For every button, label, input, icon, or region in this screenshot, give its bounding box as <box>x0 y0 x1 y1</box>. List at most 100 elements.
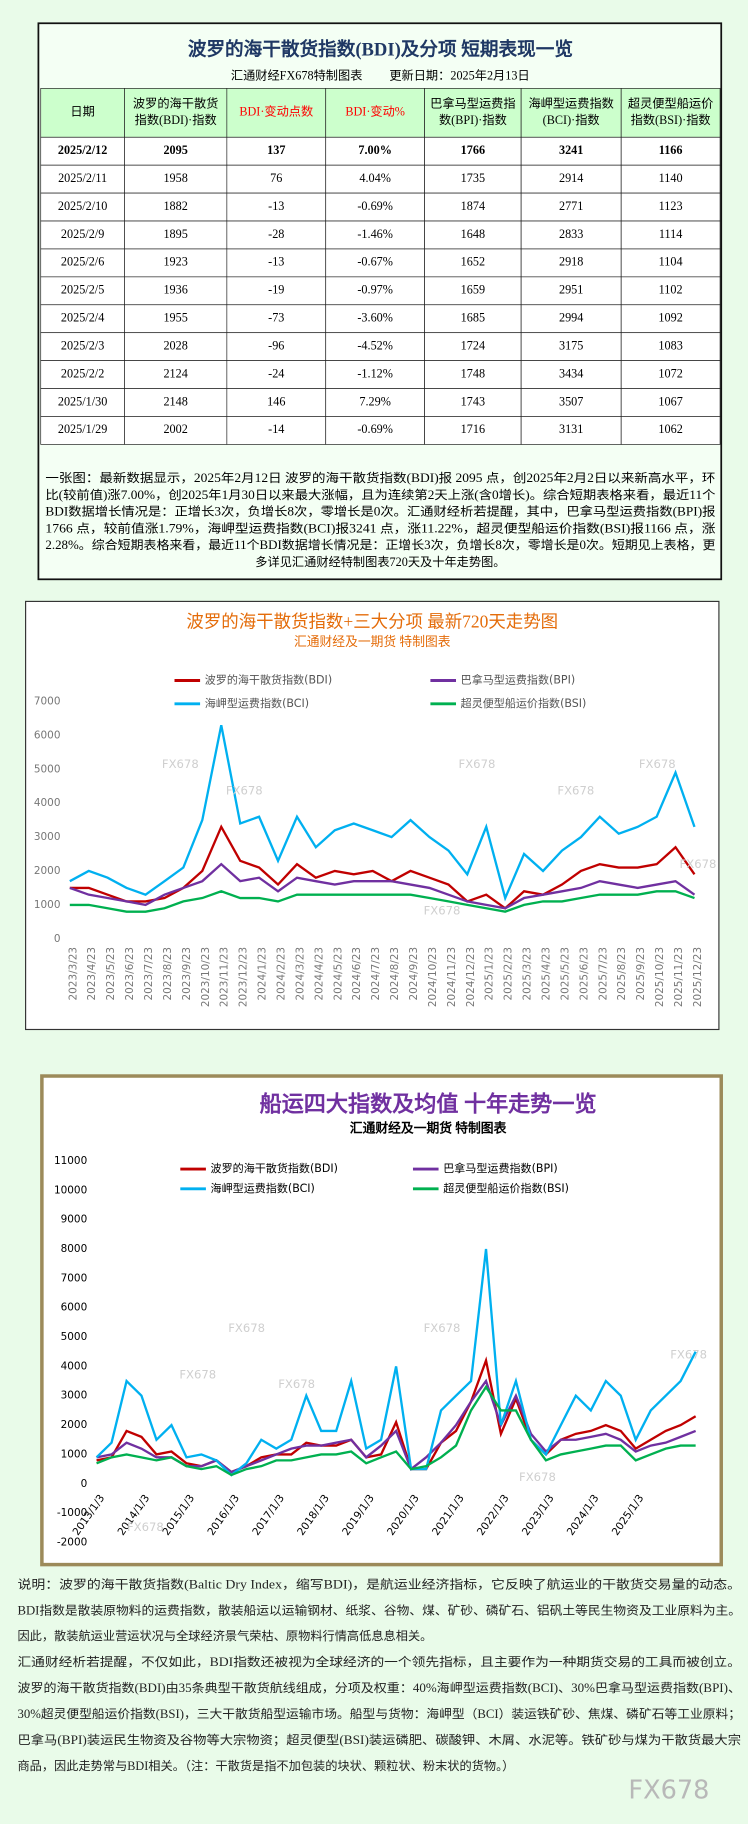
cell-text: 2028 <box>163 338 187 352</box>
table-cell <box>226 248 327 278</box>
x-tick-label: 2025/10/23 <box>654 947 666 1007</box>
cell-text: 3241 <box>559 143 583 157</box>
series-line <box>96 1378 697 1474</box>
chart-watermark: FX678 <box>557 784 594 798</box>
cell-text: 1648 <box>461 227 485 241</box>
table-cell <box>620 388 721 417</box>
table-cell <box>424 192 522 222</box>
table-cell <box>620 360 721 389</box>
x-tick-label: 2025/2/23 <box>503 947 515 1001</box>
table-cell <box>424 276 522 306</box>
cell-text: 1766 <box>461 143 485 157</box>
column-header: 指数(BDI)·指数 <box>135 112 217 127</box>
chart-watermark: FX678 <box>127 1520 164 1534</box>
cell-text: 2025/2/11 <box>58 171 107 185</box>
column-header: 波罗的海干散货 <box>133 95 218 110</box>
x-tick-label: 2025/5/23 <box>559 947 571 1001</box>
cell-text: 3175 <box>559 338 583 352</box>
cell-text: 76 <box>270 171 282 185</box>
chart-watermark: FX678 <box>228 1321 265 1335</box>
table-cell <box>40 136 125 166</box>
note-line: 巴拿马(BPI)装运民生物资及谷物等大宗物资；超灵便型(BSI)装运磷肥、碳酸钾… <box>17 1732 741 1747</box>
y-tick-label: 3000 <box>34 831 61 843</box>
cell-text: 1724 <box>461 338 485 352</box>
cell-text: 3434 <box>559 366 583 380</box>
cell-text: 1140 <box>659 171 683 185</box>
cell-text: 2124 <box>163 366 187 380</box>
table-cell <box>520 388 622 417</box>
x-tick-label: 2024/11/23 <box>446 947 458 1007</box>
y-tick-label: 2000 <box>34 865 61 877</box>
chart-watermark: FX678 <box>278 1377 315 1391</box>
x-tick-label: 2023/12/23 <box>238 947 250 1007</box>
column-header: BDI·变动% <box>345 104 405 119</box>
table-cell <box>520 192 622 222</box>
table-cell <box>325 276 425 306</box>
cell-text: 2148 <box>163 394 187 408</box>
chart-subtitle: 汇通财经及一期货 特制图表 <box>294 635 451 649</box>
series-line <box>96 1384 696 1477</box>
x-tick-label: 2024/6/23 <box>351 947 363 1001</box>
cell-text: 146 <box>267 394 285 408</box>
x-tick-label: 2025/9/23 <box>635 947 647 1001</box>
chart-watermark: FX678 <box>226 784 263 798</box>
legend-label: 海岬型运费指数(BCI) <box>211 1181 315 1195</box>
cell-text: 1083 <box>658 338 682 352</box>
y-tick-label: 4000 <box>34 797 61 809</box>
x-tick-label: 2023/4/23 <box>86 947 98 1001</box>
note-line: BDI指数是散装原物料的运费指数，散装船运以运输钢材、纸浆、谷物、煤、矿砂、磷矿… <box>17 1602 741 1617</box>
table-cell <box>226 388 327 417</box>
cell-text: 1748 <box>461 366 485 380</box>
chart-subtitle: 汇通财经及一期货 特制图表 <box>350 1120 507 1135</box>
note-line: 波罗的海干散货指数(BDI)由35条典型干散货航线组成，分项及权重：40%海岬型… <box>17 1680 741 1695</box>
x-tick-label: 2024/4/23 <box>313 947 325 1001</box>
header-cell <box>520 88 622 138</box>
cell-text: 7.29% <box>359 394 391 408</box>
x-tick-label: 2024/10/23 <box>427 947 439 1007</box>
cell-text: 1104 <box>659 255 683 269</box>
cell-text: 1067 <box>658 394 682 408</box>
legend-label: 波罗的海干散货指数(BDI) <box>205 673 332 687</box>
chart-title: 波罗的海干散货指数+三大分项 最新720天走势图 <box>186 612 558 632</box>
y-tick-label: 9000 <box>61 1214 88 1226</box>
table-cell <box>226 332 327 361</box>
x-tick-label: 2025/7/23 <box>597 947 609 1001</box>
cell-text: 2025/1/29 <box>58 422 108 436</box>
cell-text: 1685 <box>461 311 485 325</box>
x-tick-label: 2025/4/23 <box>541 947 553 1001</box>
table-cell <box>424 136 522 166</box>
table-cell <box>620 136 721 166</box>
table-cell <box>40 164 125 194</box>
table-cell <box>620 164 721 194</box>
cell-text: 1936 <box>163 283 187 297</box>
summary-line: 多详见汇通财经特制图表720天及十年走势图。 <box>255 554 505 569</box>
cell-text: 1166 <box>659 143 683 157</box>
cell-text: 1882 <box>163 199 187 213</box>
x-tick-label: 2023/10/23 <box>200 947 212 1007</box>
legend-label: 超灵便型船运价指数(BSI) <box>443 1181 569 1195</box>
cell-text: 1102 <box>659 283 683 297</box>
chart-watermark: FX678 <box>162 757 199 771</box>
x-tick-label: 2024/7/23 <box>370 947 382 1001</box>
table-cell <box>40 360 125 389</box>
column-header: BDI·变动点数 <box>239 104 313 119</box>
cell-text: -0.69% <box>357 199 393 213</box>
y-tick-label: 8000 <box>61 1243 88 1255</box>
y-tick-label: 6000 <box>61 1302 88 1314</box>
x-tick-label: 2023/3/23 <box>67 947 79 1001</box>
cell-text: -0.97% <box>357 283 393 297</box>
column-header: 指数(BSI)·指数 <box>631 112 711 127</box>
table-cell <box>226 136 327 166</box>
cell-text: -4.52% <box>357 338 393 352</box>
header-cell <box>325 88 425 138</box>
chart-watermark: FX678 <box>680 857 717 871</box>
cell-text: 1895 <box>163 227 187 241</box>
x-tick-label: 2024/9/23 <box>408 947 420 1001</box>
x-tick-label: 2025/8/23 <box>616 947 628 1001</box>
cell-text: 1092 <box>658 311 682 325</box>
note-line: 因此，散装航运业营运状况与全球经济景气荣枯、原物料行情高低息息相关。 <box>17 1628 432 1643</box>
cell-text: 2025/2/4 <box>61 311 104 325</box>
cell-text: 2918 <box>559 255 583 269</box>
x-tick-label: 2023/11/23 <box>219 947 231 1007</box>
